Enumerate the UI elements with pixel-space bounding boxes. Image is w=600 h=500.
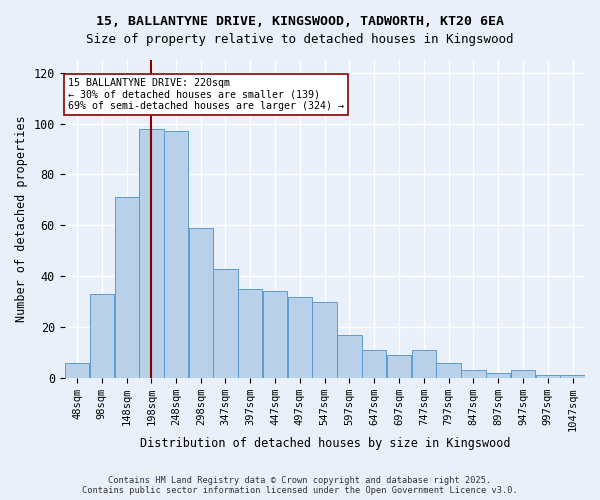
- Bar: [436, 362, 461, 378]
- Bar: [90, 294, 114, 378]
- Bar: [387, 355, 411, 378]
- Bar: [486, 373, 511, 378]
- X-axis label: Distribution of detached houses by size in Kingswood: Distribution of detached houses by size …: [140, 437, 510, 450]
- Bar: [560, 376, 585, 378]
- Text: 15 BALLANTYNE DRIVE: 220sqm
← 30% of detached houses are smaller (139)
69% of se: 15 BALLANTYNE DRIVE: 220sqm ← 30% of det…: [68, 78, 344, 111]
- Bar: [461, 370, 485, 378]
- Bar: [511, 370, 535, 378]
- Bar: [362, 350, 386, 378]
- Y-axis label: Number of detached properties: Number of detached properties: [15, 116, 28, 322]
- Bar: [536, 376, 560, 378]
- Bar: [287, 296, 312, 378]
- Bar: [263, 292, 287, 378]
- Bar: [65, 362, 89, 378]
- Bar: [164, 131, 188, 378]
- Text: 15, BALLANTYNE DRIVE, KINGSWOOD, TADWORTH, KT20 6EA: 15, BALLANTYNE DRIVE, KINGSWOOD, TADWORT…: [96, 15, 504, 28]
- Text: Size of property relative to detached houses in Kingswood: Size of property relative to detached ho…: [86, 32, 514, 46]
- Bar: [313, 302, 337, 378]
- Bar: [238, 289, 262, 378]
- Bar: [115, 198, 139, 378]
- Bar: [337, 334, 362, 378]
- Bar: [139, 128, 164, 378]
- Text: Contains HM Land Registry data © Crown copyright and database right 2025.
Contai: Contains HM Land Registry data © Crown c…: [82, 476, 518, 495]
- Bar: [213, 268, 238, 378]
- Bar: [189, 228, 213, 378]
- Bar: [412, 350, 436, 378]
